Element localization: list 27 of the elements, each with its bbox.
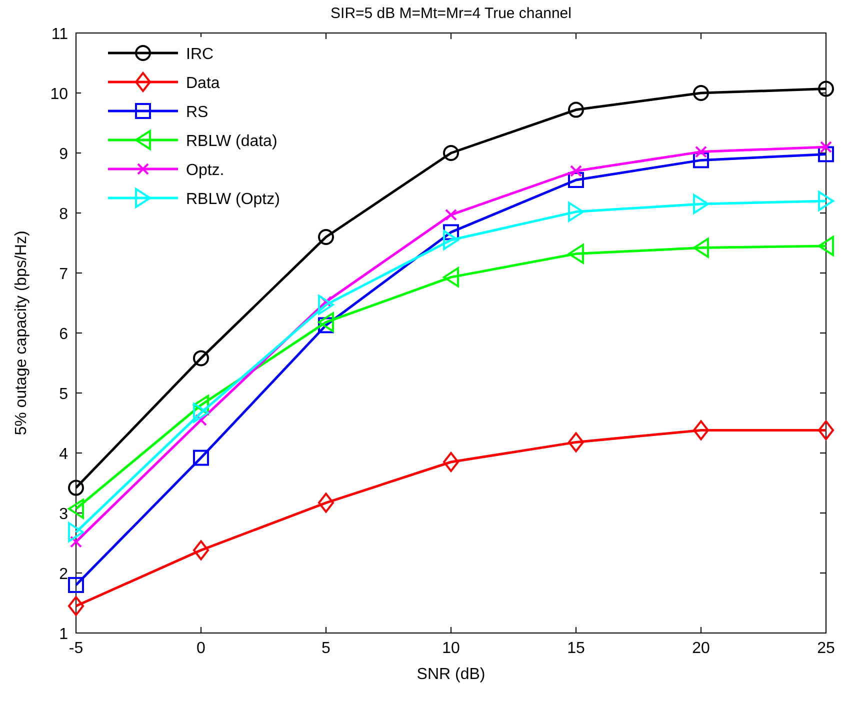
y-tick-label: 3 [59,506,68,523]
x-axis-title: SNR (dB) [416,666,486,683]
legend-label: RBLW (data) [186,133,278,150]
y-tick-label: 2 [59,566,68,583]
x-tick-label: 15 [567,640,585,657]
y-tick-label: 9 [59,146,68,163]
x-tick-label: 10 [442,640,460,657]
legend-label: RS [186,104,208,121]
y-tick-label: 8 [59,206,68,223]
y-axis-title: 5% outage capacity (bps/Hz) [13,230,30,436]
y-tick-label: 4 [59,446,68,463]
chart-title: SIR=5 dB M=Mt=Mr=4 True channel [330,5,572,22]
y-tick-label: 10 [50,86,68,103]
x-tick-label: 20 [692,640,710,657]
y-tick-label: 11 [51,26,68,43]
x-tick-label: -5 [68,640,84,657]
y-tick-label: 5 [59,386,68,403]
y-tick-label: 1 [59,626,68,643]
x-tick-label: 25 [817,640,835,657]
y-tick-label: 6 [59,326,68,343]
legend-label: IRC [186,46,214,63]
legend-label: Optz. [186,162,224,179]
x-tick-label: 0 [196,640,206,657]
y-tick-label: 7 [59,266,68,283]
legend-label: Data [186,75,220,92]
legend-label: RBLW (Optz) [186,191,280,208]
x-tick-label: 5 [322,640,331,657]
